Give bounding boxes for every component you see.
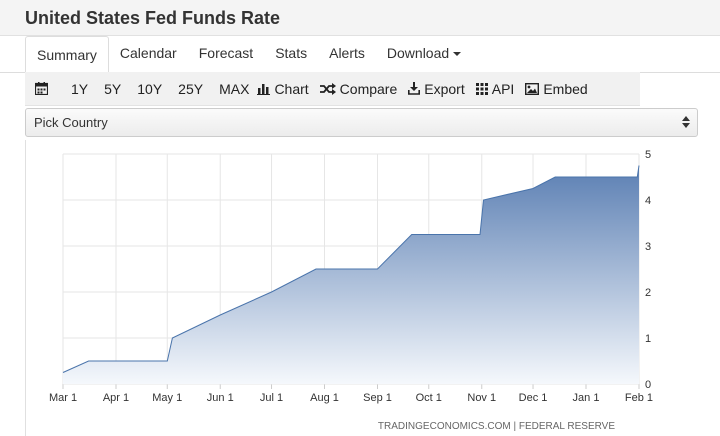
x-tick-label: Aug 1 — [310, 392, 339, 404]
x-tick-label: May 1 — [152, 392, 182, 404]
compare-button[interactable]: Compare — [319, 80, 409, 97]
x-tick-label: Mar 1 — [49, 392, 77, 404]
x-tick-label: Sep 1 — [363, 392, 392, 404]
x-tick-label: Jan 1 — [573, 392, 600, 404]
y-tick-label: 2 — [645, 287, 651, 299]
fed-funds-rate-chart: Mar 1 Apr 1 May 1 Jun 1 Jul 1 Aug 1 Sep 1 Oct 1… — [25, 140, 720, 436]
country-select-value: Pick Country — [34, 115, 108, 130]
country-select[interactable]: Pick Country — [25, 108, 698, 137]
select-arrows-icon — [682, 116, 690, 128]
x-tick-label: Nov 1 — [467, 392, 496, 404]
y-tick-label: 3 — [645, 241, 651, 253]
title-bar: United States Fed Funds Rate — [0, 0, 720, 36]
x-tick-label: Apr 1 — [103, 392, 129, 404]
y-tick-label: 1 — [645, 333, 651, 345]
chart-credit: TRADINGECONOMICS.COM | FEDERAL RESERVE — [378, 421, 615, 432]
range-5y-button[interactable]: 5Y — [104, 80, 122, 97]
tab-download-label: Download — [386, 45, 450, 61]
shuffle-icon — [319, 82, 336, 95]
tab-calendar[interactable]: Calendar — [119, 45, 177, 61]
y-tick-label: 4 — [645, 195, 651, 207]
calendar-icon — [35, 82, 48, 95]
chart-toolbar: 1Y 5Y 10Y 25Y MAX Chart Compare Export A… — [25, 72, 640, 106]
page-title: United States Fed Funds Rate — [25, 8, 281, 28]
download-icon — [408, 82, 421, 95]
caret-down-icon — [453, 52, 462, 57]
calendar-button[interactable] — [35, 82, 63, 95]
tab-alerts[interactable]: Alerts — [329, 45, 365, 61]
nav-tabs: Summary Calendar Forecast Stats Alerts D… — [0, 36, 720, 73]
api-button[interactable]: API — [475, 80, 526, 97]
tab-summary[interactable]: Summary — [25, 36, 109, 73]
x-tick-label: Oct 1 — [416, 392, 442, 404]
compare-button-label: Compare — [339, 80, 398, 97]
export-button[interactable]: Export — [408, 81, 475, 97]
x-tick-label: Feb 1 — [625, 392, 653, 404]
range-max-button[interactable]: MAX — [219, 80, 250, 97]
range-10y-button[interactable]: 10Y — [137, 80, 163, 97]
x-tick-label: Dec 1 — [519, 392, 548, 404]
api-button-label: API — [491, 80, 515, 97]
tab-forecast[interactable]: Forecast — [198, 45, 254, 61]
bar-chart-icon — [257, 83, 271, 95]
embed-button-label: Embed — [543, 80, 588, 97]
range-1y-button[interactable]: 1Y — [71, 80, 89, 97]
image-icon — [525, 82, 540, 95]
y-tick-label: 5 — [645, 149, 651, 161]
export-button-label: Export — [424, 80, 465, 97]
x-tick-label: Jul 1 — [260, 392, 283, 404]
range-25y-button[interactable]: 25Y — [178, 80, 204, 97]
rate-line — [62, 165, 640, 373]
y-tick-label: 0 — [645, 379, 651, 391]
tab-stats[interactable]: Stats — [275, 45, 308, 61]
tab-download[interactable]: Download — [376, 35, 472, 72]
x-tick-label: Jun 1 — [207, 392, 234, 404]
chart-button-label: Chart — [274, 80, 309, 97]
grid-icon — [475, 82, 488, 95]
rate-area — [63, 165, 639, 384]
embed-button[interactable]: Embed — [525, 81, 598, 97]
chart-button[interactable]: Chart — [257, 81, 319, 97]
